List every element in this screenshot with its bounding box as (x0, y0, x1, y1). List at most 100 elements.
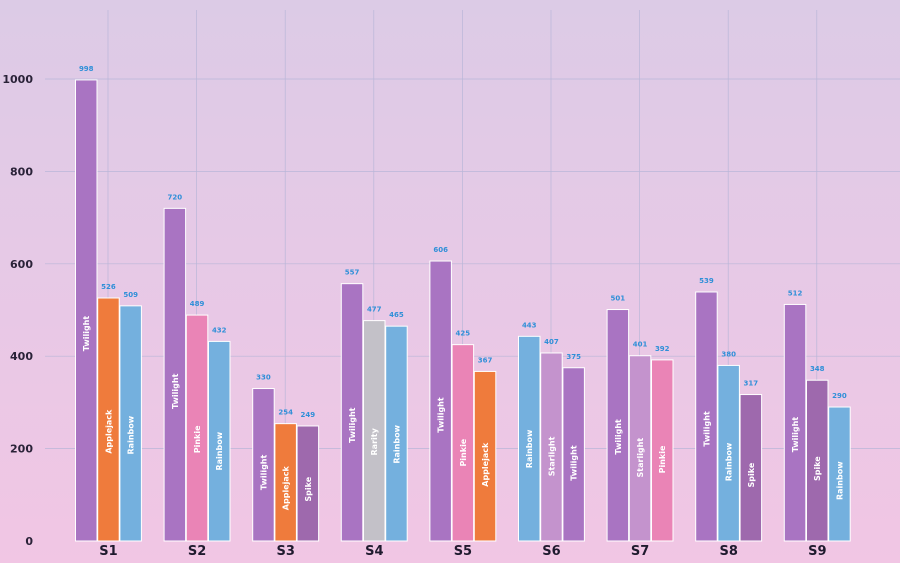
bar (695, 291, 718, 542)
data-label: 330 (256, 374, 271, 382)
data-label: 348 (810, 365, 825, 373)
bar-groups: 998 Twilight 526 Applejack 509 Rainbow S1 720 Tw… (75, 65, 851, 559)
data-label: 539 (699, 277, 714, 285)
bar (429, 260, 452, 542)
x-tick-label: S4 (365, 544, 383, 559)
bar-group-s7: 501 Twilight 401 Starlight 392 Pinkie S7 (606, 295, 674, 559)
bar-group-s4: 557 Twilight 477 Rarity 465 Rainbow S4 (340, 269, 408, 559)
y-tick-label: 800 (10, 165, 33, 178)
data-label: 477 (367, 306, 382, 314)
bar-group-s6: 443 Rainbow 407 Starlight 375 Twilight S6 (518, 321, 585, 559)
bar-name-label: Pinkie (459, 438, 468, 466)
bar-name-label: Starlight (547, 436, 556, 476)
bar (296, 425, 320, 542)
bar (473, 370, 497, 542)
x-tick-label: S2 (188, 544, 206, 559)
bar (363, 320, 386, 542)
bar-name-label: Rainbow (127, 415, 136, 454)
bar (783, 303, 807, 542)
bar (75, 79, 98, 542)
x-tick-label: S8 (719, 544, 737, 559)
bar-group-s2: 720 Twilight 489 Pinkie 432 Rainbow S2 (163, 193, 231, 559)
data-label: 367 (478, 356, 493, 364)
bar-group-s3: 330 Twilight 254 Applejack 249 Spike S3 (252, 374, 320, 559)
bar (628, 355, 652, 542)
data-label: 512 (788, 289, 803, 297)
x-tick-label: S7 (631, 544, 649, 559)
data-label: 557 (345, 269, 360, 277)
bar (119, 305, 142, 542)
bar-name-label: Pinkie (658, 445, 667, 473)
data-label: 465 (389, 311, 404, 319)
bar-name-label: Pinkie (193, 425, 202, 453)
bar (97, 297, 120, 542)
bar-name-label: Rainbow (725, 442, 734, 481)
y-tick-label: 400 (10, 350, 33, 363)
bar (185, 314, 209, 542)
bar-name-label: Applejack (282, 466, 291, 511)
x-tick-label: S5 (454, 544, 472, 559)
bar-group-s8: 539 Twilight 380 Rainbow 317 Spike S8 (695, 277, 763, 559)
x-tick-label: S3 (276, 544, 294, 559)
bar-name-label: Twilight (702, 411, 711, 447)
data-label: 290 (832, 392, 847, 400)
y-tick-label: 600 (10, 258, 33, 271)
bar (385, 325, 408, 542)
bar-name-label: Twilight (348, 407, 357, 443)
bar-group-s5: 606 Twilight 425 Pinkie 367 Applejack S5 (429, 246, 497, 559)
bar (274, 423, 297, 542)
bar (828, 406, 851, 542)
data-label: 443 (522, 321, 537, 329)
data-label: 489 (190, 300, 205, 308)
bar (340, 283, 364, 542)
bar-name-label: Twilight (171, 373, 180, 409)
bar-name-label: Starlight (636, 438, 645, 478)
bar-group-s9: 512 Twilight 348 Spike 290 Rainbow S9 (783, 289, 851, 559)
bar-name-label: Spike (304, 476, 313, 501)
x-tick-label: S6 (542, 544, 560, 559)
data-label: 509 (123, 291, 138, 299)
bar-name-label: Rarity (370, 427, 379, 455)
bar-name-label: Twilight (437, 397, 446, 433)
bar-name-label: Spike (747, 462, 756, 487)
bar (806, 379, 829, 542)
data-label: 317 (744, 380, 759, 388)
data-label: 375 (566, 353, 581, 361)
data-label: 407 (544, 338, 559, 346)
bar-name-label: Twilight (259, 455, 268, 491)
bar-name-label: Spike (813, 456, 822, 481)
data-label: 254 (278, 409, 293, 417)
data-label: 380 (721, 350, 736, 358)
y-axis: 0 200 400 600 800 1000 (2, 73, 33, 548)
data-label: 425 (456, 330, 471, 338)
bar-name-label: Twilight (614, 419, 623, 455)
bar (208, 340, 231, 542)
data-label: 720 (168, 193, 183, 201)
bar-name-label: Applejack (481, 442, 490, 487)
y-tick-label: 1000 (2, 73, 33, 86)
bar-name-label: Rainbow (392, 424, 401, 463)
bar (651, 359, 674, 542)
bar (717, 364, 740, 542)
bar (518, 335, 541, 542)
y-tick-label: 200 (10, 443, 33, 456)
bar-name-label: Rainbow (525, 429, 534, 468)
bar-name-label: Twilight (82, 316, 91, 352)
bar-name-label: Rainbow (835, 461, 844, 500)
data-label: 606 (433, 246, 448, 254)
bar (451, 344, 475, 542)
bar (562, 367, 585, 542)
bar (540, 352, 563, 542)
x-tick-label: S9 (808, 544, 826, 559)
bar (163, 207, 187, 542)
x-tick-label: S1 (99, 544, 117, 559)
data-label: 501 (611, 295, 626, 303)
bar (739, 394, 763, 542)
data-label: 998 (79, 65, 94, 73)
bar-name-label: Twilight (570, 445, 579, 481)
bar-name-label: Twilight (791, 417, 800, 453)
bar-group-s1: 998 Twilight 526 Applejack 509 Rainbow S1 (75, 65, 142, 559)
data-label: 249 (301, 411, 316, 419)
bar-name-label: Rainbow (215, 431, 224, 470)
